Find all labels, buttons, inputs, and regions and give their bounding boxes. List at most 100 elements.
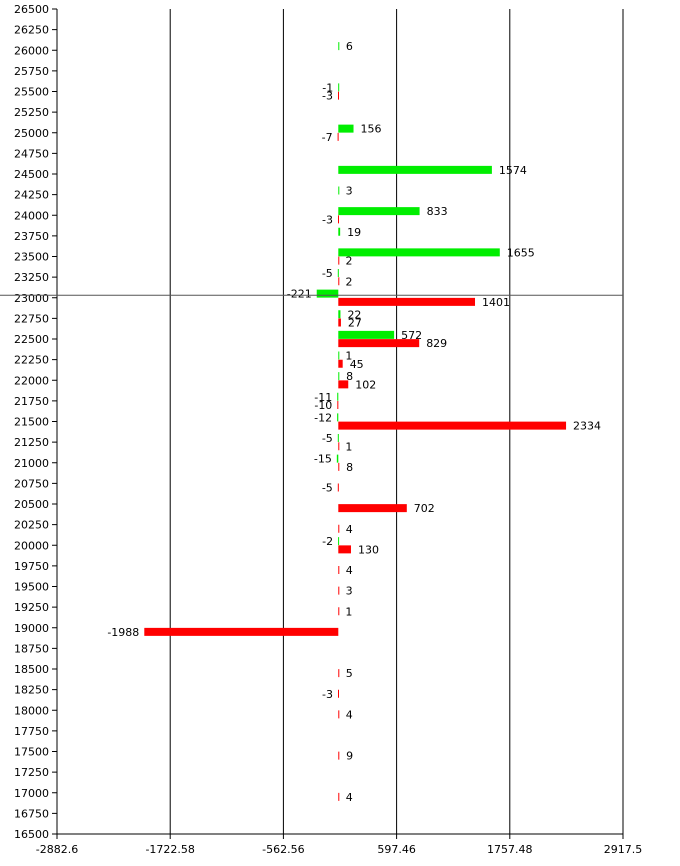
data-label: 2334 — [573, 420, 601, 433]
y-tick-label: 26000 — [14, 44, 49, 57]
bar-green — [337, 413, 339, 422]
data-label: -5 — [322, 432, 333, 445]
data-label: 1574 — [499, 164, 527, 177]
data-label: 572 — [401, 329, 422, 342]
y-tick-label: 21250 — [14, 436, 49, 449]
bar-red — [338, 318, 341, 327]
bar-green — [338, 165, 492, 174]
bar-green — [338, 207, 420, 216]
y-tick-label: 19000 — [14, 622, 49, 635]
bar-red — [337, 483, 339, 492]
data-label: -15 — [314, 453, 332, 466]
data-label: 4 — [346, 708, 353, 721]
y-tick-label: 19750 — [14, 560, 49, 573]
y-tick-label: 23250 — [14, 271, 49, 284]
y-tick-label: 20500 — [14, 498, 49, 511]
y-tick-label: 16500 — [14, 828, 49, 841]
data-label: -3 — [322, 688, 333, 701]
data-label: -3 — [322, 213, 333, 226]
data-label: 8 — [346, 370, 353, 383]
bar-red — [338, 462, 340, 471]
data-label: 4 — [346, 564, 353, 577]
data-label: 1 — [345, 605, 352, 618]
bar-green — [338, 351, 340, 360]
y-tick-label: 21500 — [14, 416, 49, 429]
data-label: 27 — [348, 317, 362, 330]
y-tick-label: 18250 — [14, 684, 49, 697]
y-tick-label: 23000 — [14, 292, 49, 305]
data-label: 1 — [345, 440, 352, 453]
bar-red — [338, 442, 340, 451]
grid-lines — [169, 9, 624, 834]
y-tick-label: 16750 — [14, 807, 49, 820]
bar-red — [338, 359, 343, 368]
bar-red — [338, 380, 349, 389]
y-tick-label: 20750 — [14, 477, 49, 490]
data-label: -5 — [322, 267, 333, 280]
data-label: -12 — [314, 411, 332, 424]
data-label: -3 — [322, 90, 333, 103]
bar-red — [338, 215, 340, 224]
y-tick-label: 26500 — [14, 3, 49, 16]
bar-green — [338, 537, 340, 546]
y-tick-label: 21000 — [14, 457, 49, 470]
bar-green — [336, 454, 339, 463]
y-tick-label: 18500 — [14, 663, 49, 676]
bar-red — [338, 297, 476, 306]
y-tick-label: 24750 — [14, 147, 49, 160]
bar-red — [338, 524, 340, 533]
x-tick-label: 2917.5 — [604, 843, 643, 856]
data-label: 833 — [427, 205, 448, 218]
y-tick-label: 23750 — [14, 230, 49, 243]
data-label: 9 — [346, 750, 353, 763]
y-tick-label: 18750 — [14, 642, 49, 655]
bar-green — [338, 372, 340, 381]
bar-red — [144, 627, 339, 636]
bar-green — [316, 289, 339, 298]
y-tick-label: 25250 — [14, 106, 49, 119]
y-tick-label: 17250 — [14, 766, 49, 779]
bar-red — [338, 545, 351, 554]
data-label: 5 — [346, 667, 353, 680]
data-label: 45 — [350, 358, 364, 371]
data-label: 702 — [414, 502, 435, 515]
y-tick-label: 22750 — [14, 312, 49, 325]
data-label: 1655 — [507, 246, 535, 259]
y-tick-label: 22250 — [14, 354, 49, 367]
data-label: 4 — [346, 523, 353, 536]
y-tick-label: 20250 — [14, 519, 49, 532]
bar-green — [337, 269, 339, 277]
data-label: -1988 — [107, 626, 139, 639]
bar-green — [338, 186, 340, 195]
bar-red — [338, 710, 340, 719]
data-label: 6 — [346, 40, 353, 53]
bars — [144, 42, 567, 801]
bar-red — [338, 504, 407, 513]
bar-red — [338, 277, 340, 286]
data-label: 1401 — [482, 296, 510, 309]
bar-red — [338, 339, 420, 348]
data-label: -1 — [322, 81, 333, 94]
y-tick-label: 17500 — [14, 746, 49, 759]
data-label: 2 — [345, 255, 352, 268]
y-tick-label: 17000 — [14, 787, 49, 800]
data-label: -10 — [314, 399, 332, 412]
data-label: 829 — [426, 337, 447, 350]
data-label: -2 — [322, 535, 333, 548]
y-tick-label: 19500 — [14, 581, 49, 594]
bar-red — [338, 751, 340, 760]
data-label: -11 — [314, 391, 332, 404]
bar-green — [338, 248, 500, 257]
x-axis: -2882.6 -1722.58 -562.56 597.46 1757.48 2917.… — [36, 833, 643, 856]
bar-green — [338, 330, 395, 339]
bar-red — [338, 607, 340, 616]
data-label: 156 — [361, 123, 382, 136]
y-tick-label: 21750 — [14, 395, 49, 408]
y-tick-label: 19250 — [14, 601, 49, 614]
bar-red — [338, 792, 340, 801]
data-label: 3 — [346, 185, 353, 198]
bar-red — [337, 401, 339, 409]
data-label: -221 — [287, 288, 312, 301]
y-tick-label: 20000 — [14, 539, 49, 552]
